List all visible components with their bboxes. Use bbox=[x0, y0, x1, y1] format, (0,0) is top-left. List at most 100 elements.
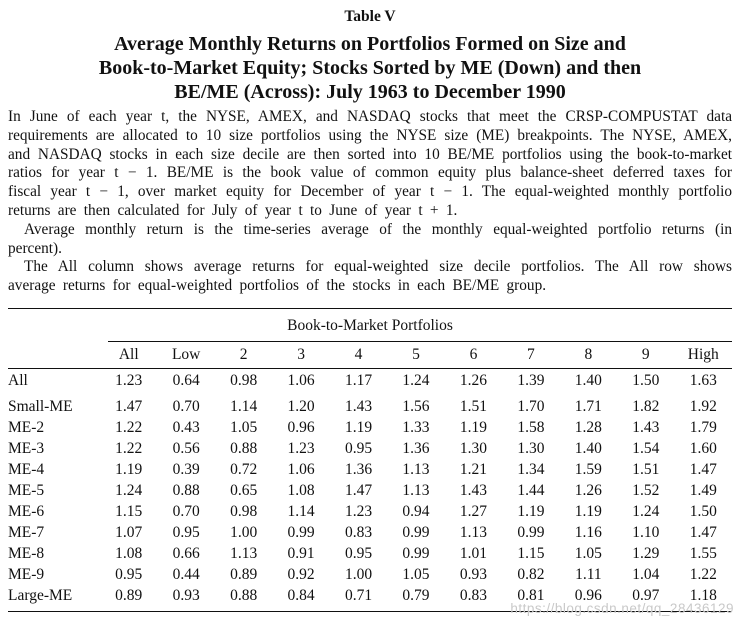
table-cell: 1.59 bbox=[574, 461, 602, 479]
table-cell: 1.51 bbox=[632, 461, 660, 479]
table-cell: 1.19 bbox=[115, 461, 143, 479]
table-cell: 0.98 bbox=[230, 372, 258, 390]
table-row-me-6: ME-6 1.15 0.70 0.98 1.14 1.23 0.94 1.27 1.19 1.19… bbox=[8, 502, 732, 523]
table-cell: 1.18 bbox=[689, 587, 717, 605]
table-cell: 1.52 bbox=[632, 482, 660, 500]
table-body: All 1.23 0.64 0.98 1.06 1.17 1.24 1.26 1.39 1.40 1… bbox=[8, 369, 732, 607]
table-cell: 1.26 bbox=[574, 482, 602, 500]
column-header-3: 3 bbox=[297, 345, 305, 363]
table-cell: 1.22 bbox=[689, 566, 717, 584]
table-cell: 1.23 bbox=[115, 372, 143, 390]
table-cell: 1.56 bbox=[402, 398, 430, 416]
table-cell: 0.96 bbox=[287, 419, 315, 437]
table-cell: 0.99 bbox=[517, 524, 545, 542]
table-cell: 1.14 bbox=[230, 398, 258, 416]
table-top-rule bbox=[8, 307, 732, 309]
table-cell: 1.50 bbox=[632, 372, 660, 390]
watermark: https://blog.csdn.net/qq_28436129 bbox=[510, 601, 734, 616]
table-cell: 1.55 bbox=[689, 545, 717, 563]
table-cell: 1.51 bbox=[459, 398, 487, 416]
table-cell: 1.50 bbox=[689, 503, 717, 521]
table-cell: 1.28 bbox=[574, 419, 602, 437]
table-cell: 0.84 bbox=[287, 587, 315, 605]
table-cell: 1.34 bbox=[517, 461, 545, 479]
caption-paragraph-3: The All column shows average returns for… bbox=[8, 258, 732, 295]
column-header-6: 6 bbox=[469, 345, 478, 363]
table-cell: 1.24 bbox=[402, 372, 430, 390]
table-cell: 1.13 bbox=[402, 461, 430, 479]
paper-page: Table V Average Monthly Returns on Portf… bbox=[8, 8, 732, 612]
column-header-4: 4 bbox=[354, 345, 363, 363]
table-cell: 0.99 bbox=[402, 524, 430, 542]
row-label: All bbox=[8, 372, 28, 390]
table-cell: 1.27 bbox=[459, 503, 487, 521]
table-cell: 1.05 bbox=[230, 419, 258, 437]
table-cell: 1.47 bbox=[689, 524, 717, 542]
table-cell: 0.96 bbox=[574, 587, 602, 605]
returns-table: Book-to-Market Portfolios All Low 2 3 4 5 6 7 8 9… bbox=[8, 307, 732, 612]
table-cell: 0.83 bbox=[344, 524, 373, 542]
table-cell: 0.92 bbox=[287, 566, 315, 584]
table-cell: 0.88 bbox=[230, 587, 258, 605]
table-cell: 1.05 bbox=[574, 545, 602, 563]
table-cell: 1.30 bbox=[459, 440, 487, 458]
table-cell: 1.82 bbox=[632, 398, 660, 416]
table-cell: 0.70 bbox=[172, 398, 200, 416]
table-cell: 1.92 bbox=[689, 398, 717, 416]
table-cell: 0.82 bbox=[517, 566, 545, 584]
table-row-me-3: ME-3 1.22 0.56 0.88 1.23 0.95 1.36 1.30 1.30 1.40… bbox=[8, 439, 732, 460]
table-cell: 1.00 bbox=[230, 524, 258, 542]
table-cell: 1.30 bbox=[517, 440, 545, 458]
table-cell: 1.44 bbox=[517, 482, 545, 500]
table-cell: 0.81 bbox=[517, 587, 545, 605]
column-header-high: High bbox=[687, 345, 719, 363]
table-cell: 1.60 bbox=[689, 440, 717, 458]
table-cell: 1.15 bbox=[517, 545, 545, 563]
table-cell: 1.43 bbox=[632, 419, 660, 437]
table-cell: 1.79 bbox=[689, 419, 717, 437]
table-row-large-me: Large-ME 0.89 0.93 0.88 0.84 0.71 0.79 0.83 0.81… bbox=[8, 586, 732, 607]
table-cell: 0.97 bbox=[632, 587, 660, 605]
table-cell: 1.70 bbox=[517, 398, 545, 416]
column-header-7: 7 bbox=[527, 345, 535, 363]
table-cell: 1.07 bbox=[115, 524, 143, 542]
table-cell: 1.13 bbox=[402, 482, 430, 500]
row-label: ME-3 bbox=[8, 440, 45, 458]
table-cell: 1.22 bbox=[115, 440, 143, 458]
table-cell: 0.99 bbox=[402, 545, 430, 563]
table-row-me-7: ME-7 1.07 0.95 1.00 0.99 0.83 0.99 1.13 0.99 1.16… bbox=[8, 523, 732, 544]
table-cell: 0.70 bbox=[172, 503, 200, 521]
row-label: ME-7 bbox=[8, 524, 45, 542]
table-cell: 1.23 bbox=[287, 440, 315, 458]
table-cell: 1.08 bbox=[287, 482, 315, 500]
table-cell: 1.15 bbox=[115, 503, 143, 521]
table-cell: 0.79 bbox=[402, 587, 430, 605]
row-label: ME-5 bbox=[8, 482, 45, 500]
table-cell: 0.44 bbox=[172, 566, 200, 584]
header-separator-rule bbox=[8, 367, 732, 369]
table-caption: In June of each year t, the NYSE, AMEX, … bbox=[8, 108, 732, 296]
table-cell: 1.24 bbox=[632, 503, 660, 521]
row-label: ME-2 bbox=[8, 419, 45, 437]
table-cell: 0.65 bbox=[230, 482, 258, 500]
table-cell: 1.20 bbox=[287, 398, 315, 416]
column-header-8: 8 bbox=[584, 345, 593, 363]
row-label: ME-4 bbox=[8, 461, 45, 479]
group-header-underline bbox=[108, 340, 732, 342]
table-cell: 0.95 bbox=[115, 566, 143, 584]
row-label: ME-8 bbox=[8, 545, 45, 563]
table-cell: 1.05 bbox=[402, 566, 430, 584]
table-cell: 1.47 bbox=[344, 482, 373, 500]
table-cell: 1.00 bbox=[344, 566, 373, 584]
table-cell: 0.98 bbox=[230, 503, 258, 521]
table-row-me-5: ME-5 1.24 0.88 0.65 1.08 1.47 1.13 1.43 1.44 1.26… bbox=[8, 481, 732, 502]
table-cell: 1.06 bbox=[287, 461, 315, 479]
table-cell: 0.64 bbox=[172, 372, 200, 390]
table-cell: 1.19 bbox=[517, 503, 545, 521]
table-cell: 1.54 bbox=[632, 440, 660, 458]
table-cell: 0.43 bbox=[172, 419, 200, 437]
table-cell: 0.39 bbox=[172, 461, 200, 479]
table-cell: 1.04 bbox=[632, 566, 660, 584]
table-cell: 0.88 bbox=[172, 482, 200, 500]
table-cell: 1.17 bbox=[344, 372, 373, 390]
